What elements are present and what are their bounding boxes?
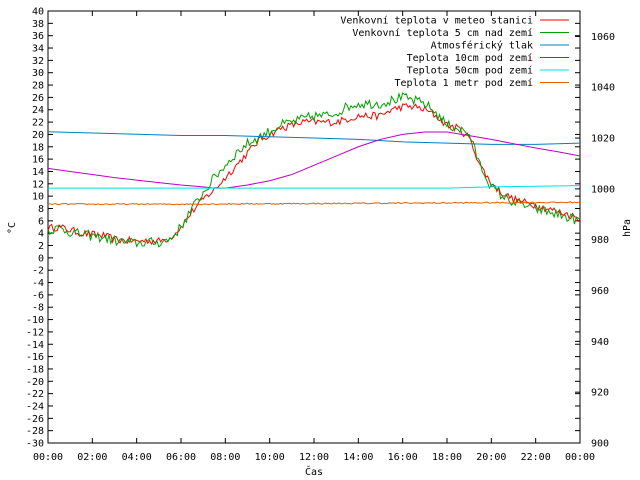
y-right-tick-label: 920 bbox=[591, 388, 609, 399]
y-left-tick-label: 18 bbox=[32, 142, 44, 153]
y-left-tick-label: -8 bbox=[32, 303, 44, 314]
y-left-tick-label: 38 bbox=[32, 19, 44, 30]
y-left-tick-label: -14 bbox=[26, 340, 44, 351]
y-left-tick-label: -10 bbox=[26, 315, 44, 326]
legend-label-4: Teplota 50cm pod zemí bbox=[407, 65, 533, 77]
y-left-tick-label: 34 bbox=[32, 44, 44, 55]
y-axis-left-title: °C bbox=[7, 222, 18, 234]
legend-label-1: Venkovní teplota 5 cm nad zemí bbox=[352, 27, 533, 39]
y-left-tick-label: 16 bbox=[32, 155, 44, 166]
x-tick-label: 16:00 bbox=[388, 452, 418, 463]
y-right-tick-label: 1000 bbox=[591, 184, 615, 195]
x-tick-label: 14:00 bbox=[343, 452, 373, 463]
series-line-5 bbox=[47, 201, 581, 206]
left-axis-ticks: -30-28-26-24-22-20-18-16-14-12-10-8-6-4-… bbox=[26, 7, 580, 450]
y-right-tick-label: 1020 bbox=[591, 134, 615, 145]
y-right-tick-label: 1040 bbox=[591, 83, 615, 94]
x-tick-label: 20:00 bbox=[476, 452, 506, 463]
y-right-tick-label: 980 bbox=[591, 235, 609, 246]
y-left-tick-label: 2 bbox=[38, 241, 44, 252]
y-left-tick-label: 32 bbox=[32, 56, 44, 67]
y-left-tick-label: -6 bbox=[32, 290, 44, 301]
y-left-tick-label: 0 bbox=[38, 253, 44, 264]
y-left-tick-label: -2 bbox=[32, 266, 44, 277]
y-left-tick-label: 6 bbox=[38, 216, 44, 227]
y-left-tick-label: -24 bbox=[26, 401, 44, 412]
series-line-3 bbox=[47, 131, 581, 189]
x-tick-label: 06:00 bbox=[166, 452, 196, 463]
y-left-tick-label: -4 bbox=[32, 278, 44, 289]
y-left-tick-label: -16 bbox=[26, 352, 44, 363]
y-left-tick-label: 8 bbox=[38, 204, 44, 215]
y-left-tick-label: 40 bbox=[32, 7, 44, 18]
y-right-tick-label: 940 bbox=[591, 337, 609, 348]
legend-label-5: Teplota 1 metr pod zemí bbox=[395, 77, 533, 89]
x-tick-label: 00:00 bbox=[565, 452, 595, 463]
y-left-tick-label: 12 bbox=[32, 179, 44, 190]
y-right-tick-label: 900 bbox=[591, 439, 609, 450]
y-left-tick-label: 14 bbox=[32, 167, 44, 178]
x-tick-label: 02:00 bbox=[77, 452, 107, 463]
x-tick-label: 04:00 bbox=[122, 452, 152, 463]
x-tick-label: 00:00 bbox=[33, 452, 63, 463]
y-left-tick-label: 30 bbox=[32, 68, 44, 79]
x-tick-label: 18:00 bbox=[432, 452, 462, 463]
legend-label-3: Teplota 10cm pod zemí bbox=[407, 52, 533, 64]
y-right-tick-label: 960 bbox=[591, 286, 609, 297]
y-right-tick-label: 1060 bbox=[591, 32, 615, 43]
y-axis-right-title: hPa bbox=[622, 219, 633, 237]
y-left-tick-label: -26 bbox=[26, 414, 44, 425]
y-left-tick-label: -12 bbox=[26, 327, 44, 338]
series-line-2 bbox=[47, 131, 581, 145]
y-left-tick-label: 4 bbox=[38, 229, 44, 240]
x-tick-label: 08:00 bbox=[210, 452, 240, 463]
y-left-tick-label: 26 bbox=[32, 93, 44, 104]
y-left-tick-label: -28 bbox=[26, 426, 44, 437]
series-line-1 bbox=[47, 91, 581, 248]
y-left-tick-label: -22 bbox=[26, 389, 44, 400]
right-axis-ticks: 900 920 940 960 980 1000 1020 1040 1060 bbox=[575, 32, 615, 450]
y-left-tick-label: 28 bbox=[32, 81, 44, 92]
series-layer bbox=[47, 91, 581, 248]
y-left-tick-label: -20 bbox=[26, 377, 44, 388]
legend: Venkovní teplota v meteo staniciVenkovní… bbox=[340, 15, 569, 89]
y-left-tick-label: 36 bbox=[32, 31, 44, 42]
x-axis-ticks: 00:00 02:00 04:00 06:00 08:00 10:00 12:00 14:00… bbox=[33, 11, 595, 463]
y-left-tick-label: 24 bbox=[32, 105, 44, 116]
legend-label-0: Venkovní teplota v meteo stanici bbox=[340, 15, 533, 27]
series-line-0 bbox=[47, 103, 581, 246]
legend-label-2: Atmosférický tlak bbox=[431, 40, 533, 52]
y-left-tick-label: 22 bbox=[32, 118, 44, 129]
y-left-tick-label: -18 bbox=[26, 364, 44, 375]
x-tick-label: 10:00 bbox=[255, 452, 285, 463]
y-left-tick-label: -30 bbox=[26, 439, 44, 450]
x-tick-label: 22:00 bbox=[521, 452, 551, 463]
x-tick-label: 12:00 bbox=[299, 452, 329, 463]
y-left-tick-label: 20 bbox=[32, 130, 44, 141]
y-left-tick-label: 10 bbox=[32, 192, 44, 203]
series-line-4 bbox=[48, 185, 581, 189]
x-axis-title: Čas bbox=[305, 465, 323, 478]
